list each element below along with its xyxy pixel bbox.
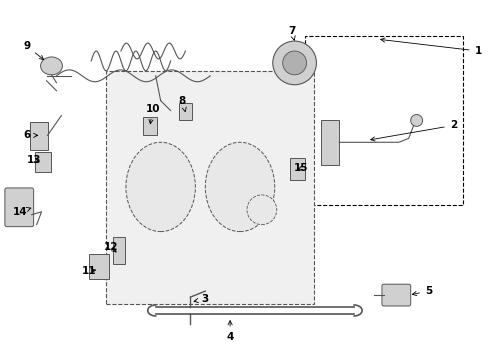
Text: 1: 1 <box>381 38 482 56</box>
Bar <box>113 237 125 264</box>
Bar <box>143 117 157 135</box>
Text: 5: 5 <box>413 286 432 296</box>
Bar <box>89 255 109 279</box>
Bar <box>290 158 305 180</box>
Circle shape <box>411 114 422 126</box>
Bar <box>305 36 464 205</box>
Text: 8: 8 <box>179 96 186 112</box>
Text: 13: 13 <box>26 155 41 165</box>
FancyBboxPatch shape <box>5 188 34 227</box>
FancyBboxPatch shape <box>382 284 411 306</box>
Bar <box>30 122 48 150</box>
Bar <box>321 121 339 165</box>
Text: 14: 14 <box>12 207 31 217</box>
Text: 3: 3 <box>194 294 209 304</box>
Circle shape <box>273 41 317 85</box>
Ellipse shape <box>205 142 275 231</box>
Text: 12: 12 <box>104 243 118 252</box>
Text: 7: 7 <box>288 26 295 40</box>
Ellipse shape <box>41 57 62 75</box>
Text: 6: 6 <box>23 130 38 140</box>
Text: 10: 10 <box>146 104 160 124</box>
Bar <box>106 71 315 304</box>
Circle shape <box>283 51 307 75</box>
Bar <box>178 103 193 121</box>
Ellipse shape <box>126 142 196 231</box>
Text: 9: 9 <box>23 41 44 60</box>
Text: 2: 2 <box>371 121 457 141</box>
Text: 15: 15 <box>294 163 309 173</box>
Text: 11: 11 <box>82 266 97 276</box>
Circle shape <box>247 195 277 225</box>
Bar <box>35 152 50 172</box>
Text: 4: 4 <box>226 321 234 342</box>
